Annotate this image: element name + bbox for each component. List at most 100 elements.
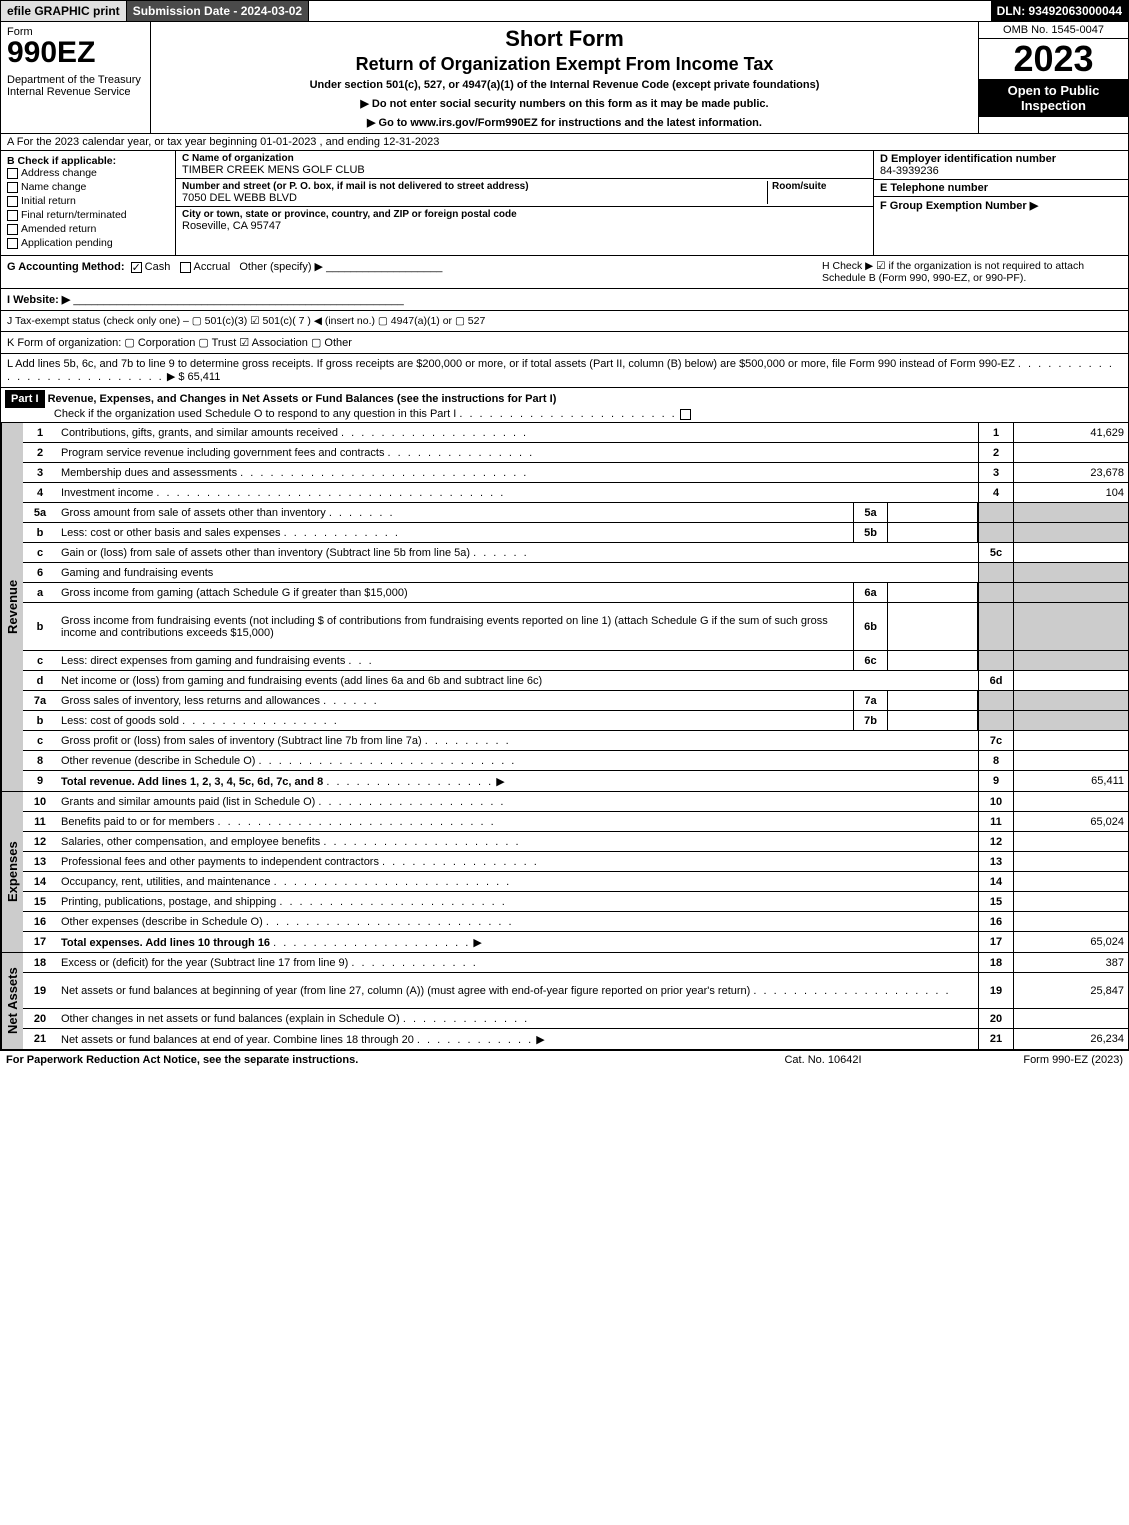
- line-4: 4Investment income . . . . . . . . . . .…: [23, 483, 1128, 503]
- paperwork-notice: For Paperwork Reduction Act Notice, see …: [6, 1054, 723, 1066]
- top-bar: efile GRAPHIC print Submission Date - 20…: [0, 0, 1129, 22]
- b-label: B Check if applicable:: [7, 155, 169, 167]
- open-public: Open to Public Inspection: [979, 79, 1128, 117]
- row-gh: G Accounting Method: Cash Accrual Other …: [0, 256, 1129, 289]
- chk-cash[interactable]: [131, 262, 142, 273]
- dept-treasury: Department of the Treasury Internal Reve…: [7, 74, 144, 98]
- line-7c: cGross profit or (loss) from sales of in…: [23, 731, 1128, 751]
- chk-final-return[interactable]: Final return/terminated: [7, 209, 169, 221]
- line-1: 1Contributions, gifts, grants, and simil…: [23, 423, 1128, 443]
- line-7b: bLess: cost of goods sold . . . . . . . …: [23, 711, 1128, 731]
- org-address: 7050 DEL WEBB BLVD: [182, 192, 767, 204]
- line-6c: cLess: direct expenses from gaming and f…: [23, 651, 1128, 671]
- chk-accrual[interactable]: [180, 262, 191, 273]
- block-c: C Name of organization TIMBER CREEK MENS…: [176, 151, 873, 255]
- org-name: TIMBER CREEK MENS GOLF CLUB: [182, 164, 867, 176]
- block-def: D Employer identification number 84-3939…: [873, 151, 1128, 255]
- line-6d: dNet income or (loss) from gaming and fu…: [23, 671, 1128, 691]
- group-label: F Group Exemption Number ▶: [880, 199, 1122, 212]
- line-3: 3Membership dues and assessments . . . .…: [23, 463, 1128, 483]
- netassets-lines: 18Excess or (deficit) for the year (Subt…: [23, 953, 1128, 1049]
- efile-print-btn[interactable]: efile GRAPHIC print: [1, 1, 127, 21]
- under-section: Under section 501(c), 527, or 4947(a)(1)…: [155, 79, 974, 91]
- c-addr-row: Number and street (or P. O. box, if mail…: [176, 179, 873, 207]
- row-j-tax-exempt: J Tax-exempt status (check only one) – ▢…: [0, 311, 1129, 332]
- f-group-row: F Group Exemption Number ▶: [874, 197, 1128, 226]
- line-6b: bGross income from fundraising events (n…: [23, 603, 1128, 651]
- line-21: 21Net assets or fund balances at end of …: [23, 1029, 1128, 1049]
- line-2: 2Program service revenue including gover…: [23, 443, 1128, 463]
- line-5b: bLess: cost or other basis and sales exp…: [23, 523, 1128, 543]
- form-ref: Form 990-EZ (2023): [923, 1054, 1123, 1066]
- ssn-warning: ▶ Do not enter social security numbers o…: [155, 97, 974, 110]
- chk-amended-return[interactable]: Amended return: [7, 223, 169, 235]
- block-bcd: B Check if applicable: Address change Na…: [0, 151, 1129, 256]
- row-l-receipts: L Add lines 5b, 6c, and 7b to line 9 to …: [0, 354, 1129, 388]
- e-tel-row: E Telephone number: [874, 180, 1128, 197]
- line-6: 6Gaming and fundraising events: [23, 563, 1128, 583]
- part1-header: Part I Revenue, Expenses, and Changes in…: [0, 388, 1129, 423]
- row-a-calendar: A For the 2023 calendar year, or tax yea…: [0, 134, 1129, 151]
- line-15: 15Printing, publications, postage, and s…: [23, 892, 1128, 912]
- line-14: 14Occupancy, rent, utilities, and mainte…: [23, 872, 1128, 892]
- room-label: Room/suite: [772, 181, 867, 192]
- part1-chkbox[interactable]: [680, 409, 691, 420]
- line-7a: 7aGross sales of inventory, less returns…: [23, 691, 1128, 711]
- part1-title: Revenue, Expenses, and Changes in Net As…: [48, 393, 557, 405]
- chk-name-change[interactable]: Name change: [7, 181, 169, 193]
- footer: For Paperwork Reduction Act Notice, see …: [0, 1050, 1129, 1069]
- submission-date-btn[interactable]: Submission Date - 2024-03-02: [127, 1, 309, 21]
- chk-application-pending[interactable]: Application pending: [7, 237, 169, 249]
- line-13: 13Professional fees and other payments t…: [23, 852, 1128, 872]
- org-city: Roseville, CA 95747: [182, 220, 867, 232]
- c-name-label: C Name of organization: [182, 153, 867, 164]
- chk-address-change[interactable]: Address change: [7, 167, 169, 179]
- c-city-label: City or town, state or province, country…: [182, 209, 867, 220]
- expenses-lines: 10Grants and similar amounts paid (list …: [23, 792, 1128, 952]
- line-19: 19Net assets or fund balances at beginni…: [23, 973, 1128, 1009]
- expenses-grid: Expenses 10Grants and similar amounts pa…: [0, 792, 1129, 953]
- line-12: 12Salaries, other compensation, and empl…: [23, 832, 1128, 852]
- line-16: 16Other expenses (describe in Schedule O…: [23, 912, 1128, 932]
- goto-link[interactable]: ▶ Go to www.irs.gov/Form990EZ for instru…: [155, 116, 974, 129]
- h-check: H Check ▶ ☑ if the organization is not r…: [822, 260, 1122, 284]
- omb-number: OMB No. 1545-0047: [979, 22, 1128, 39]
- chk-initial-return[interactable]: Initial return: [7, 195, 169, 207]
- ein-label: D Employer identification number: [880, 153, 1122, 165]
- netassets-sidelabel: Net Assets: [1, 953, 23, 1049]
- return-title: Return of Organization Exempt From Incom…: [155, 54, 974, 75]
- block-b: B Check if applicable: Address change Na…: [1, 151, 176, 255]
- ein-value: 84-3939236: [880, 165, 1122, 177]
- part1-label: Part I: [5, 390, 45, 408]
- line-6a: aGross income from gaming (attach Schedu…: [23, 583, 1128, 603]
- header-left: Form 990EZ Department of the Treasury In…: [1, 22, 151, 133]
- revenue-grid: Revenue 1Contributions, gifts, grants, a…: [0, 423, 1129, 792]
- part1-check: Check if the organization used Schedule …: [54, 408, 456, 420]
- header-middle: Short Form Return of Organization Exempt…: [151, 22, 978, 133]
- revenue-lines: 1Contributions, gifts, grants, and simil…: [23, 423, 1128, 791]
- c-city-row: City or town, state or province, country…: [176, 207, 873, 246]
- form-number: 990EZ: [7, 38, 144, 68]
- line-9: 9Total revenue. Add lines 1, 2, 3, 4, 5c…: [23, 771, 1128, 791]
- line-8: 8Other revenue (describe in Schedule O) …: [23, 751, 1128, 771]
- d-ein-row: D Employer identification number 84-3939…: [874, 151, 1128, 180]
- revenue-sidelabel: Revenue: [1, 423, 23, 791]
- tax-year: 2023: [979, 39, 1128, 79]
- c-name-row: C Name of organization TIMBER CREEK MENS…: [176, 151, 873, 179]
- tel-label: E Telephone number: [880, 182, 1122, 194]
- g-accounting: G Accounting Method: Cash Accrual Other …: [7, 260, 822, 284]
- line-10: 10Grants and similar amounts paid (list …: [23, 792, 1128, 812]
- line-5a: 5aGross amount from sale of assets other…: [23, 503, 1128, 523]
- form-header: Form 990EZ Department of the Treasury In…: [0, 22, 1129, 134]
- cat-no: Cat. No. 10642I: [723, 1054, 923, 1066]
- line-18: 18Excess or (deficit) for the year (Subt…: [23, 953, 1128, 973]
- line-17: 17Total expenses. Add lines 10 through 1…: [23, 932, 1128, 952]
- header-right: OMB No. 1545-0047 2023 Open to Public In…: [978, 22, 1128, 133]
- netassets-grid: Net Assets 18Excess or (deficit) for the…: [0, 953, 1129, 1050]
- dln-label: DLN: 93492063000044: [991, 1, 1128, 21]
- short-form-title: Short Form: [155, 26, 974, 52]
- c-addr-label: Number and street (or P. O. box, if mail…: [182, 181, 767, 192]
- line-11: 11Benefits paid to or for members . . . …: [23, 812, 1128, 832]
- row-k-org: K Form of organization: ▢ Corporation ▢ …: [0, 332, 1129, 354]
- expenses-sidelabel: Expenses: [1, 792, 23, 952]
